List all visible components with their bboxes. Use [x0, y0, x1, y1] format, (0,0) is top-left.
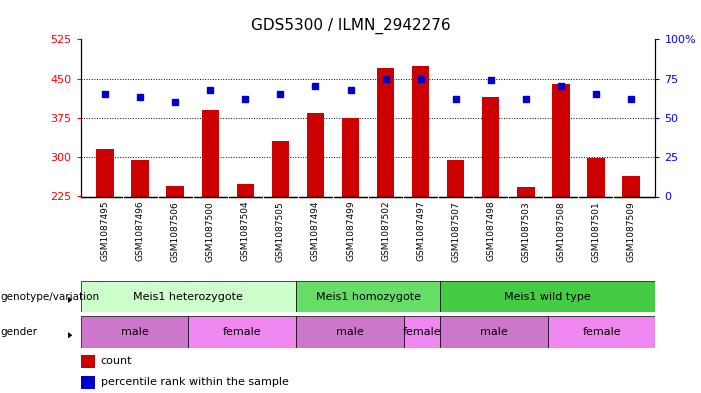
Text: GSM1087508: GSM1087508 [557, 201, 565, 262]
Text: GSM1087504: GSM1087504 [241, 201, 250, 261]
Bar [307, 113, 324, 196]
Bar [81, 281, 297, 312]
Text: GSM1087495: GSM1087495 [101, 201, 109, 261]
Text: GDS5300 / ILMN_2942276: GDS5300 / ILMN_2942276 [251, 18, 450, 34]
Text: GSM1087502: GSM1087502 [381, 201, 390, 261]
Bar [404, 316, 440, 348]
Text: Meis1 heterozygote: Meis1 heterozygote [133, 292, 243, 302]
Bar [297, 316, 404, 348]
Text: male: male [480, 327, 508, 337]
Text: GSM1087497: GSM1087497 [416, 201, 425, 261]
Text: GSM1087500: GSM1087500 [206, 201, 215, 262]
Text: GSM1087506: GSM1087506 [171, 201, 179, 262]
Bar [412, 66, 430, 196]
Text: GSM1087499: GSM1087499 [346, 201, 355, 261]
Text: Meis1 homozygote: Meis1 homozygote [315, 292, 421, 302]
Bar [272, 141, 290, 196]
Bar [81, 316, 189, 348]
Text: female: female [583, 327, 621, 337]
Bar [622, 176, 640, 196]
Text: genotype/variation: genotype/variation [1, 292, 100, 302]
Text: male: male [121, 327, 149, 337]
Bar [342, 118, 360, 196]
Bar [189, 316, 297, 348]
Bar [440, 316, 547, 348]
Bar [167, 186, 184, 196]
Text: GSM1087505: GSM1087505 [276, 201, 285, 262]
Text: GSM1087498: GSM1087498 [486, 201, 495, 261]
Polygon shape [68, 332, 72, 338]
Text: female: female [223, 327, 261, 337]
Text: GSM1087503: GSM1087503 [522, 201, 530, 262]
Text: GSM1087501: GSM1087501 [592, 201, 600, 262]
Text: percentile rank within the sample: percentile rank within the sample [101, 377, 289, 387]
Text: female: female [402, 327, 441, 337]
Bar [547, 316, 655, 348]
Bar [237, 184, 254, 196]
Text: count: count [101, 356, 132, 366]
Text: GSM1087509: GSM1087509 [627, 201, 635, 262]
Text: male: male [336, 327, 364, 337]
Bar [377, 68, 394, 196]
Text: GSM1087496: GSM1087496 [136, 201, 144, 261]
Bar [202, 110, 219, 196]
Bar [81, 376, 95, 389]
Text: gender: gender [1, 327, 38, 337]
Bar [297, 281, 440, 312]
Bar [517, 187, 535, 196]
Bar [81, 355, 95, 368]
Bar [552, 84, 569, 196]
Bar [587, 158, 605, 196]
Bar [482, 97, 499, 196]
Bar [447, 160, 465, 196]
Bar [440, 281, 655, 312]
Bar [132, 160, 149, 196]
Polygon shape [68, 297, 72, 303]
Text: GSM1087494: GSM1087494 [311, 201, 320, 261]
Text: GSM1087507: GSM1087507 [451, 201, 460, 262]
Text: Meis1 wild type: Meis1 wild type [504, 292, 591, 302]
Bar [97, 149, 114, 196]
